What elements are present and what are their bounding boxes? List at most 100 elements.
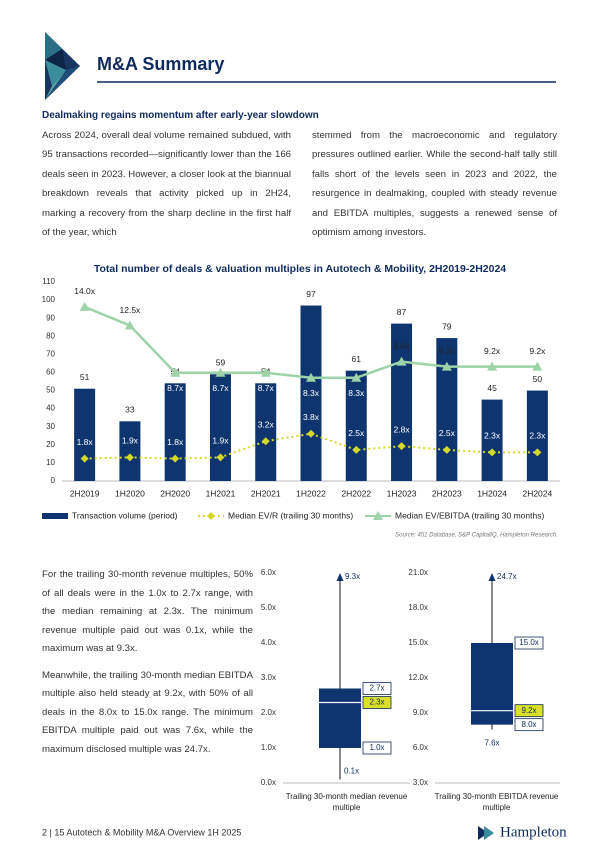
data-label: 2.3x — [529, 431, 546, 441]
box — [471, 643, 513, 725]
data-label: 8.3x — [303, 388, 320, 398]
x-tick-label: 1H2023 — [387, 488, 417, 498]
x-tick-label: 1H2024 — [477, 488, 507, 498]
data-label: 1.9x — [122, 436, 139, 446]
y-tick-label: 10 — [46, 458, 55, 467]
data-label: 2.5x — [439, 428, 456, 438]
data-label: 3.2x — [258, 419, 275, 429]
footer-page: 2 | 15 Autotech & Mobility M&A Overview … — [42, 827, 241, 837]
box-label: 2.7x — [369, 684, 384, 693]
y-tick-label: 6.0x — [261, 568, 276, 577]
label-box — [514, 704, 544, 718]
marker — [532, 361, 543, 371]
y-tick-label: 90 — [46, 313, 55, 322]
bar — [481, 399, 503, 481]
box-caption: Trailing 30-month median revenue multipl… — [285, 792, 408, 812]
label-box — [362, 696, 392, 709]
y-tick-label: 18.0x — [408, 603, 428, 612]
label-box — [362, 682, 392, 695]
marker — [80, 454, 89, 463]
y-tick-label: 80 — [46, 331, 55, 340]
data-label: 8.7x — [167, 383, 184, 393]
data-label: 8.7x — [212, 383, 229, 393]
box-caption: Trailing 30-month EBITDA revenue multipl… — [434, 792, 559, 812]
bar — [119, 421, 141, 481]
marker — [307, 429, 315, 438]
data-label: 2.8x — [394, 424, 411, 434]
marker — [396, 356, 407, 366]
marker — [261, 437, 270, 446]
data-label: 9.2x — [439, 346, 456, 356]
y-tick-label: 9.0x — [413, 708, 428, 717]
bar-label: 33 — [125, 405, 135, 415]
data-label: 9.6x — [394, 341, 411, 351]
x-tick-label: 1H2020 — [115, 488, 145, 498]
data-label: 2.5x — [348, 428, 365, 438]
x-tick-label: 1H2021 — [206, 488, 236, 498]
series-line — [84, 432, 538, 460]
y-tick-label: 70 — [46, 349, 55, 358]
bar — [255, 383, 277, 481]
marker — [260, 367, 271, 377]
bar — [300, 305, 322, 481]
chart-source: Source: 451 Database, S&P CapitalIQ, Ham… — [395, 533, 558, 539]
y-tick-label: 6.0x — [413, 743, 428, 752]
box-label: 2.3x — [369, 698, 384, 707]
data-label: 1.8x — [167, 437, 184, 447]
y-tick-label: 40 — [46, 404, 55, 413]
box-label: 15.0x — [519, 638, 539, 647]
data-label: 8.7x — [258, 383, 275, 393]
paragraph: Meanwhile, the trailing 30-month median … — [42, 669, 253, 755]
x-tick-label: 2H2023 — [432, 488, 462, 498]
y-tick-label: 12.0x — [408, 673, 428, 682]
marker — [124, 320, 135, 330]
bar-label: 97 — [306, 289, 316, 299]
marker — [216, 453, 225, 462]
bar — [526, 390, 548, 481]
data-label: 14.0x — [74, 286, 96, 296]
marker — [306, 372, 316, 382]
x-tick-label: 2H2020 — [160, 488, 190, 498]
y-tick-label: 30 — [46, 422, 55, 431]
bar-label: 45 — [487, 383, 497, 393]
marker — [442, 445, 451, 454]
footer-logo: Hampleton — [500, 824, 567, 840]
body-text: For the trailing 30-month revenue multip… — [42, 566, 253, 767]
y-tick-label: 2.0x — [261, 708, 276, 717]
y-tick-label: 1.0x — [261, 743, 276, 752]
arrow-head — [336, 573, 344, 581]
bar — [164, 383, 186, 481]
legend-swatch — [42, 513, 68, 519]
chart-title: Total number of deals & valuation multip… — [94, 263, 506, 275]
min-label: 0.1x — [344, 767, 359, 776]
legend-marker — [373, 511, 383, 520]
marker — [351, 372, 362, 382]
marker — [441, 361, 452, 371]
bar — [74, 388, 96, 481]
bar — [209, 374, 231, 481]
data-label: 12.5x — [120, 305, 142, 315]
marker — [170, 367, 181, 377]
y-tick-label: 100 — [42, 295, 56, 304]
bar-label: 79 — [442, 321, 452, 331]
intro-column: Across 2024, overall deal volume remaine… — [42, 130, 291, 239]
marker — [487, 361, 498, 371]
y-tick-label: 50 — [46, 386, 55, 395]
y-tick-label: 0 — [51, 476, 56, 485]
marker — [215, 367, 226, 377]
marker — [397, 442, 406, 451]
x-tick-label: 1H2022 — [296, 488, 326, 498]
data-label: 8.3x — [348, 388, 365, 398]
intro-column: stemmed from the macroeconomic and regul… — [312, 130, 557, 239]
data-label: 9.2x — [484, 346, 501, 356]
y-tick-label: 21.0x — [408, 568, 428, 577]
marker — [488, 448, 497, 457]
x-tick-label: 2H2024 — [522, 488, 552, 498]
page-title: M&A Summary — [97, 54, 224, 74]
marker — [352, 445, 361, 454]
label-box — [514, 636, 544, 650]
y-tick-label: 110 — [42, 277, 55, 286]
legend-label: Transaction volume (period) — [72, 510, 178, 520]
data-label: 2.3x — [484, 431, 501, 441]
